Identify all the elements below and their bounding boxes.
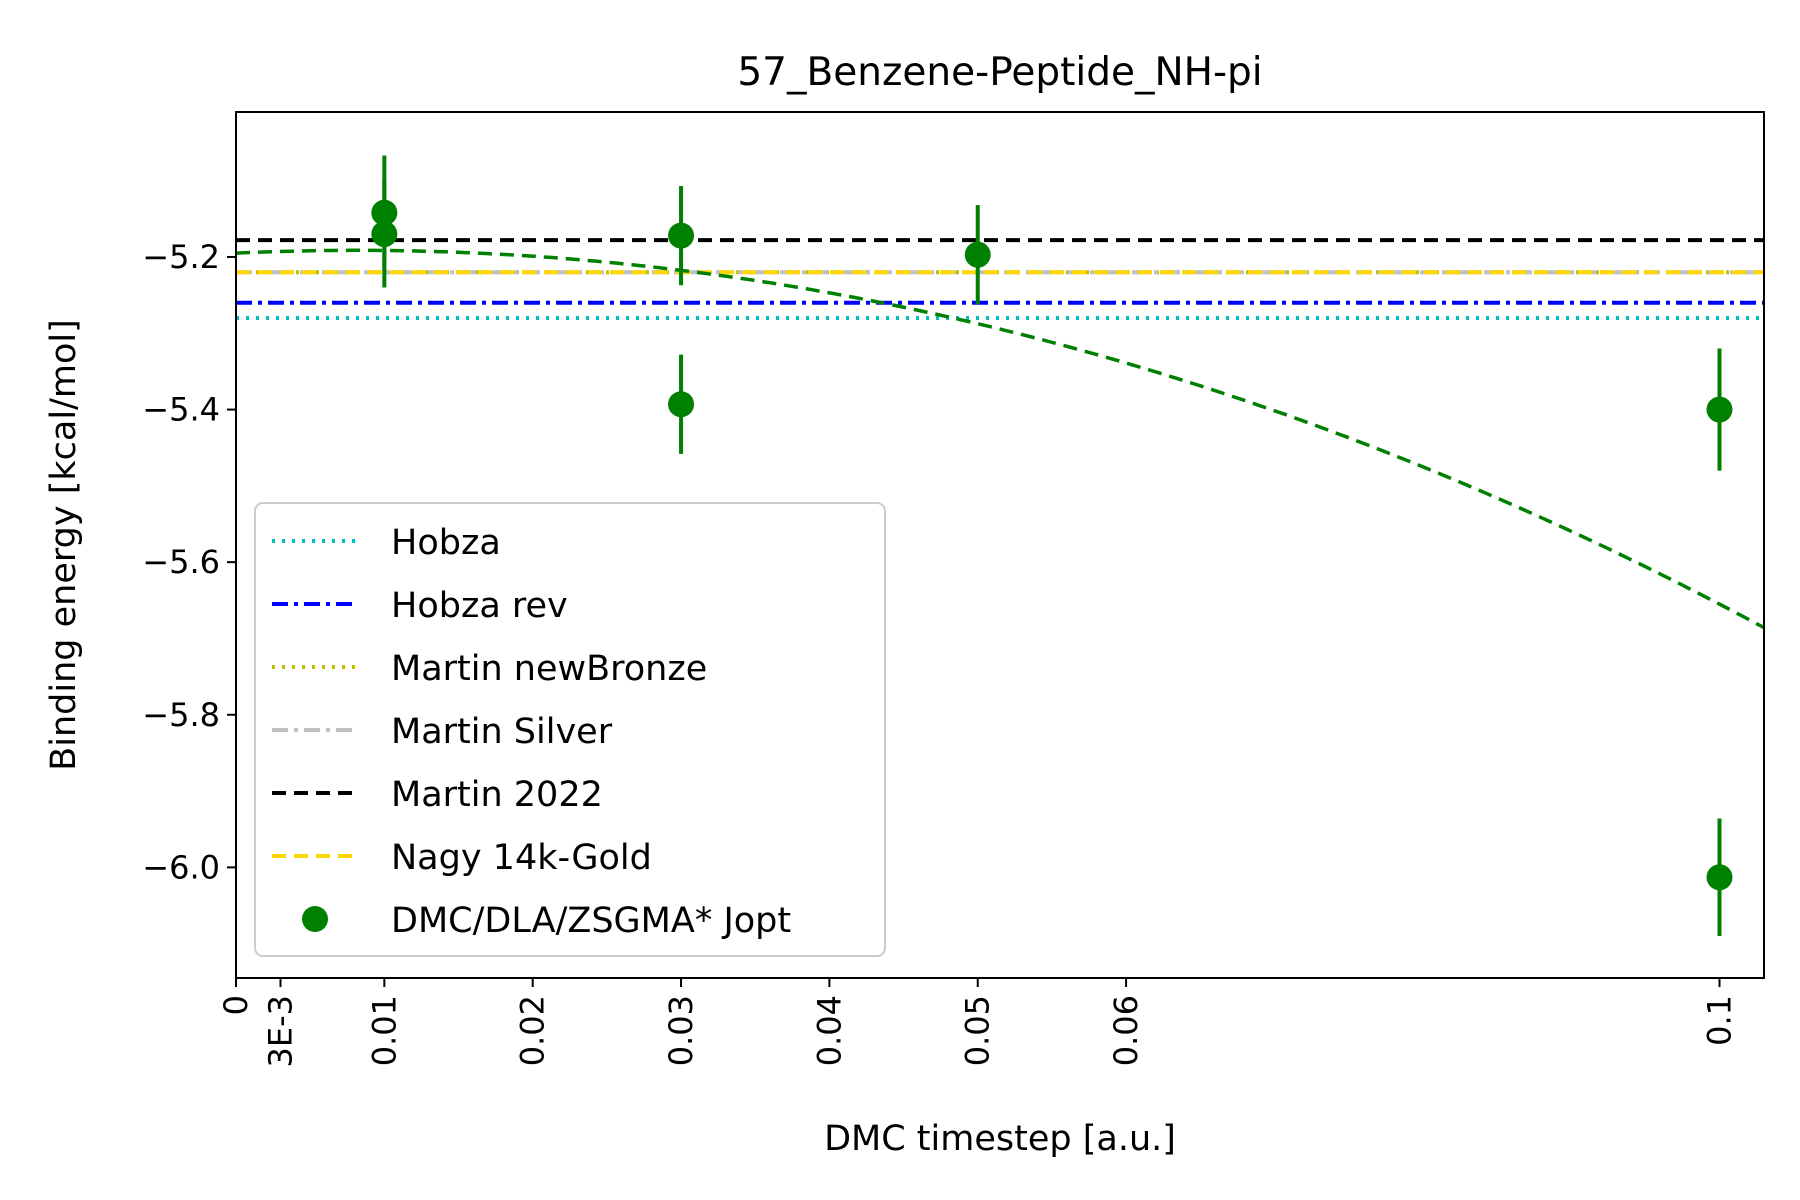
legend-marker-6 — [302, 906, 328, 932]
chart-title: 57_Benzene-Peptide_NH-pi — [737, 50, 1262, 95]
y-axis-label: Binding energy [kcal/mol] — [44, 319, 84, 770]
x-tick-label: 0.03 — [662, 995, 700, 1066]
legend-box — [254, 502, 886, 957]
legend-label-4: Martin 2022 — [391, 775, 603, 815]
legend-label-3: Martin Silver — [391, 712, 613, 752]
y-tick-label: −5.4 — [142, 391, 220, 429]
x-tick-label: 0.02 — [514, 995, 552, 1066]
legend: Hobza Hobza rev Martin newBronze Martin Sil… — [254, 502, 886, 957]
data-point-1 — [371, 221, 398, 248]
x-tick-label: 0.01 — [365, 995, 403, 1066]
x-tick-label: 0.05 — [959, 995, 997, 1066]
legend-label-2: Martin newBronze — [391, 649, 707, 689]
legend-label-5: Nagy 14k-Gold — [391, 838, 652, 878]
plot-area — [236, 155, 1764, 937]
x-tick-label: 0.1 — [1700, 995, 1738, 1046]
y-tick-label: −5.6 — [142, 543, 220, 581]
data-point-2 — [668, 222, 695, 249]
x-tick-label: 0 — [217, 995, 255, 1015]
data-point-3 — [668, 391, 695, 418]
y-tick-label: −5.2 — [142, 238, 220, 276]
y-tick-label: −5.8 — [142, 696, 220, 734]
legend-label-0: Hobza — [391, 523, 501, 563]
data-point-4 — [964, 241, 991, 268]
x-tick-label: 3E-3 — [262, 995, 300, 1067]
x-axis: 0 3E-3 0.01 0.02 0.03 0.04 0.05 0.06 0.1 — [217, 978, 1738, 1067]
plot-frame — [235, 111, 1765, 979]
x-tick-label: 0.04 — [810, 995, 848, 1066]
legend-label-1: Hobza rev — [391, 586, 568, 626]
y-axis: −5.2 −5.4 −5.6 −5.8 −6.0 — [142, 238, 236, 886]
x-tick-label: 0.06 — [1107, 995, 1145, 1066]
fit-curve — [236, 248, 1764, 630]
y-tick-label: −6.0 — [142, 848, 220, 886]
data-point-6 — [1706, 864, 1733, 891]
data-point-5 — [1706, 396, 1733, 423]
legend-label-6: DMC/DLA/ZSGMA* Jopt — [391, 901, 791, 941]
x-axis-label: DMC timestep [a.u.] — [824, 1119, 1176, 1159]
